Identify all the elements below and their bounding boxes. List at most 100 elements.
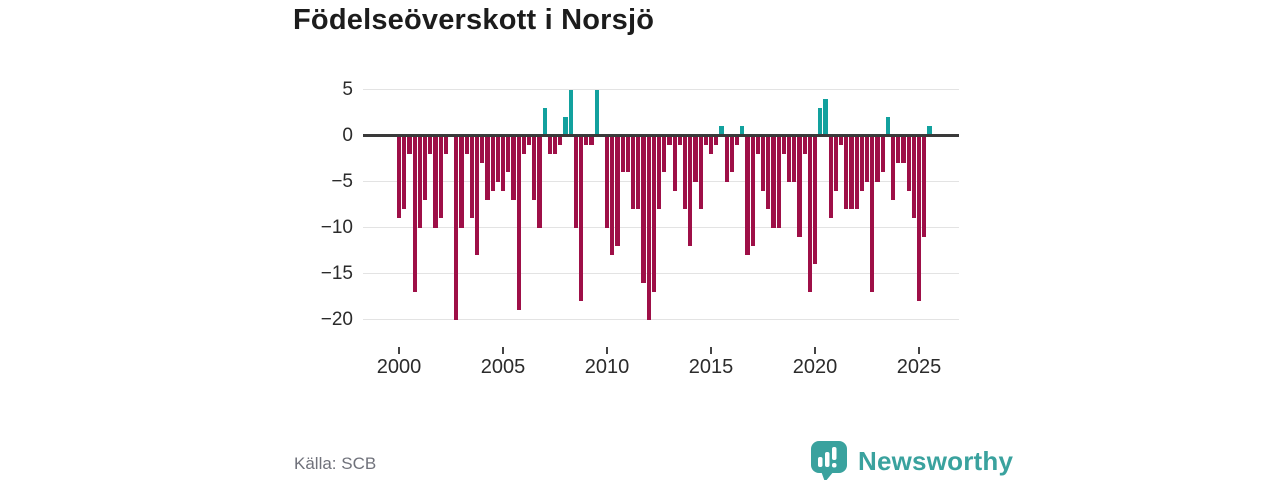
bar <box>688 135 693 246</box>
bar <box>480 135 485 164</box>
bar <box>584 135 589 145</box>
bar <box>729 135 734 173</box>
bar <box>693 135 698 182</box>
bar <box>433 135 438 228</box>
bar <box>464 135 469 154</box>
bar <box>532 135 537 200</box>
x-axis-label: 2025 <box>896 356 942 378</box>
bar <box>651 135 656 292</box>
bar <box>527 135 532 145</box>
gridline <box>363 273 959 274</box>
bar <box>625 135 630 173</box>
bar <box>709 135 714 154</box>
bar <box>865 135 870 182</box>
y-axis-label: −20 <box>320 308 353 330</box>
x-axis-tick <box>502 347 504 354</box>
x-axis-label: 2015 <box>688 356 734 378</box>
bar <box>677 135 682 145</box>
bar <box>917 135 922 302</box>
bar <box>719 126 724 136</box>
bar <box>636 135 641 210</box>
bar <box>443 135 448 154</box>
bar <box>589 135 594 145</box>
bar <box>631 135 636 210</box>
bar <box>891 135 896 200</box>
bar <box>755 135 760 154</box>
bar <box>911 135 916 219</box>
bar <box>547 135 552 154</box>
bar <box>641 135 646 283</box>
gridline <box>363 227 959 228</box>
bar <box>818 107 823 136</box>
bar <box>750 135 755 246</box>
bar <box>787 135 792 182</box>
gridline <box>363 89 959 90</box>
bar <box>454 135 459 320</box>
bar <box>412 135 417 292</box>
bar <box>475 135 480 256</box>
x-axis-label: 2000 <box>376 356 422 378</box>
bar <box>906 135 911 191</box>
bar <box>542 107 547 136</box>
x-axis-label: 2020 <box>792 356 838 378</box>
bar <box>579 135 584 302</box>
y-axis-label: −10 <box>320 216 353 238</box>
bar <box>662 135 667 173</box>
zero-line <box>363 134 959 137</box>
bar <box>553 135 558 154</box>
bar <box>823 98 828 136</box>
source-note: Källa: SCB <box>294 454 377 473</box>
bar <box>797 135 802 237</box>
x-axis-tick <box>710 347 712 354</box>
bar <box>885 117 890 136</box>
bar <box>516 135 521 311</box>
brand-footer: Newsworthy <box>810 440 1013 480</box>
bar <box>766 135 771 210</box>
bar <box>724 135 729 182</box>
bar <box>397 135 402 219</box>
bar <box>875 135 880 182</box>
y-axis-label: 0 <box>342 124 353 146</box>
bar <box>610 135 615 256</box>
bar <box>703 135 708 145</box>
bar <box>792 135 797 182</box>
y-axis-label: −15 <box>320 262 353 284</box>
bar <box>901 135 906 164</box>
chart-title: Födelseöverskott i Norsjö <box>293 4 655 36</box>
bar <box>849 135 854 210</box>
brand-name: Newsworthy <box>858 445 1014 476</box>
y-axis-label: −5 <box>331 170 353 192</box>
bar <box>469 135 474 219</box>
bar <box>781 135 786 154</box>
bar <box>459 135 464 228</box>
bar <box>511 135 516 200</box>
bar <box>667 135 672 145</box>
bar <box>813 135 818 265</box>
gridline <box>363 319 959 320</box>
bar <box>646 135 651 320</box>
bar <box>537 135 542 228</box>
bar <box>490 135 495 191</box>
bar <box>423 135 428 200</box>
bar <box>428 135 433 154</box>
bar <box>807 135 812 292</box>
bar <box>417 135 422 228</box>
bar <box>438 135 443 219</box>
bar <box>568 89 573 136</box>
bar <box>828 135 833 219</box>
bar <box>402 135 407 210</box>
bar <box>927 126 932 136</box>
x-axis-tick <box>398 347 400 354</box>
bar <box>896 135 901 164</box>
bar <box>495 135 500 182</box>
newsworthy-logo-icon <box>811 441 847 480</box>
bar <box>740 126 745 136</box>
bar <box>735 135 740 145</box>
x-axis-label: 2010 <box>584 356 630 378</box>
bar <box>833 135 838 191</box>
bar <box>521 135 526 154</box>
x-axis-tick <box>606 347 608 354</box>
bar <box>859 135 864 191</box>
bar <box>922 135 927 237</box>
